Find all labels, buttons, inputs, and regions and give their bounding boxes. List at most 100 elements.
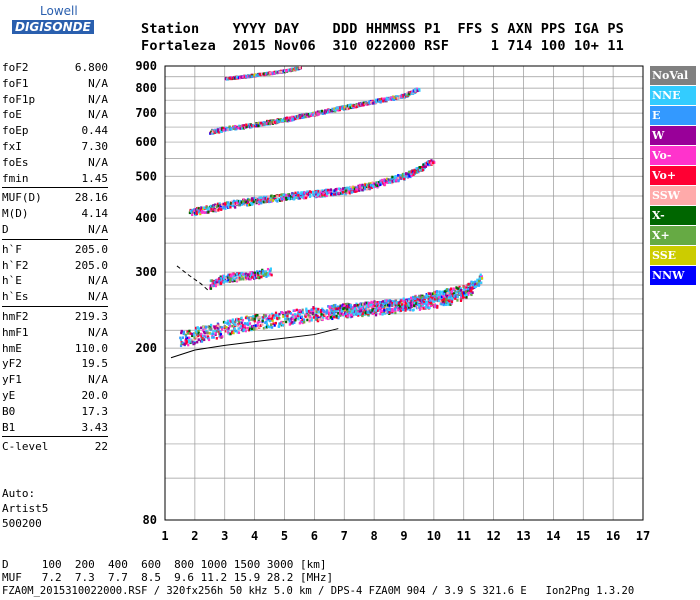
echo-point	[349, 310, 352, 313]
echo-point	[282, 193, 285, 197]
echo-point	[328, 311, 331, 315]
echo-point	[429, 304, 433, 308]
echo-point	[410, 296, 414, 300]
profile-topside-dashed	[176, 265, 211, 293]
echo-point	[245, 277, 248, 281]
echo-point	[237, 317, 240, 321]
echo-point	[255, 197, 258, 200]
echo-point	[403, 175, 406, 179]
echo-point	[234, 206, 237, 209]
echo-point	[278, 194, 281, 197]
echo-point	[280, 311, 284, 314]
echo-point	[439, 296, 442, 299]
echo-point	[190, 338, 193, 342]
echo-point	[404, 307, 408, 310]
echo-point	[468, 283, 472, 287]
echo-point	[301, 311, 305, 314]
echo-point	[204, 335, 207, 339]
echo-point	[310, 190, 313, 194]
echo-point	[428, 163, 431, 167]
echo-point	[454, 289, 457, 293]
echo-point	[348, 311, 351, 315]
echo-point	[262, 200, 265, 204]
echo-point	[335, 307, 338, 311]
echo-point	[218, 278, 221, 281]
echo-point	[386, 307, 389, 311]
echo-point	[242, 198, 246, 202]
echo-point	[241, 318, 244, 322]
echo-point	[252, 198, 255, 202]
echo-point	[247, 318, 251, 322]
echo-point	[236, 200, 239, 203]
echo-point	[307, 190, 310, 194]
echo-point	[319, 189, 322, 193]
echo-point	[261, 319, 264, 323]
echo-point	[234, 201, 237, 205]
echo-point	[467, 293, 470, 296]
header-labels: Station YYYY DAY DDD HHMMSS P1 FFS S AXN…	[141, 21, 625, 37]
param-row: hmF2 219.3	[2, 309, 108, 325]
echo-point	[341, 304, 344, 307]
echo-point	[228, 322, 231, 325]
echo-point	[396, 303, 399, 307]
echo-point	[395, 179, 398, 182]
x-tick-label: 9	[400, 529, 407, 543]
echo-point	[311, 309, 315, 313]
echo-point	[336, 309, 340, 312]
echo-point	[252, 318, 255, 322]
echo-point	[201, 334, 205, 338]
echo-point	[240, 316, 243, 320]
echo-point	[443, 298, 446, 301]
echo-point	[383, 97, 386, 101]
echo-point	[361, 312, 364, 315]
echo-point	[260, 274, 263, 277]
echo-point	[364, 301, 367, 305]
echo-point	[253, 319, 256, 323]
echo-point	[273, 197, 276, 200]
echo-point	[418, 300, 421, 304]
echo-point	[272, 322, 275, 325]
echo-point	[364, 187, 367, 191]
echo-point	[379, 183, 382, 186]
echo-point	[255, 270, 259, 273]
echo-point	[448, 294, 451, 297]
echo-point	[318, 310, 321, 314]
echo-point	[273, 314, 276, 318]
echo-point	[230, 277, 233, 281]
echo-point	[238, 278, 241, 282]
echo-point	[273, 121, 277, 124]
echo-point	[395, 175, 398, 178]
trace-es-oblique	[209, 267, 273, 290]
param-name: M(D)	[2, 207, 29, 221]
echo-point	[242, 126, 245, 130]
echo-point	[328, 314, 332, 317]
echo-point	[450, 287, 453, 291]
echo-point	[332, 315, 336, 319]
param-row: yF1 N/A	[2, 372, 108, 388]
echo-point	[363, 101, 366, 105]
echo-point	[187, 343, 190, 347]
echo-point	[422, 165, 426, 169]
echo-point	[364, 311, 367, 314]
echo-point	[455, 286, 458, 289]
echo-point	[328, 190, 331, 194]
echo-point	[315, 308, 318, 312]
echo-point	[390, 177, 393, 181]
x-tick-label: 3	[221, 529, 228, 543]
echo-point	[392, 97, 395, 101]
echo-point	[193, 333, 196, 337]
echo-point	[292, 309, 295, 312]
echo-point	[285, 193, 288, 197]
echo-point	[329, 306, 332, 309]
echo-point	[449, 291, 452, 294]
echo-point	[439, 293, 442, 296]
echo-point	[462, 289, 465, 293]
echo-point	[458, 291, 461, 295]
echo-point	[358, 189, 361, 192]
echo-point	[390, 303, 394, 307]
param-value: 219.3	[74, 309, 108, 323]
echo-point	[350, 313, 353, 317]
echo-point	[422, 300, 426, 303]
echo-point	[277, 197, 280, 201]
echo-point	[289, 119, 292, 122]
